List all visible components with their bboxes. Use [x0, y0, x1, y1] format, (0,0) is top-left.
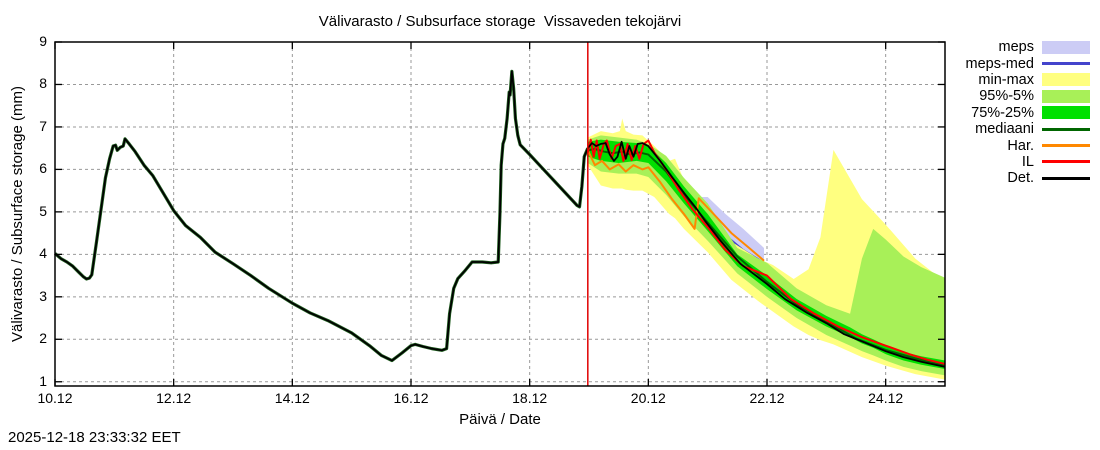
legend-label: min-max — [978, 71, 1034, 88]
chart-title: Välivarasto / Subsurface storage Vissave… — [318, 13, 682, 30]
y-tick-label-9: 9 — [39, 33, 47, 49]
legend-label: 75%-25% — [971, 104, 1034, 121]
legend-swatch-line — [1042, 62, 1090, 66]
x-tick-label-12.12: 12.12 — [156, 390, 192, 406]
legend-label: meps-med — [965, 55, 1035, 72]
x-tick-label-10.12: 10.12 — [37, 390, 73, 406]
legend-item-min-max: min-max — [966, 71, 1090, 88]
line-Har. — [586, 149, 765, 262]
y-tick-label-3: 3 — [39, 287, 47, 304]
y-tick-label-2: 2 — [39, 330, 47, 347]
x-axis-label: Päivä / Date — [459, 411, 541, 428]
legend: meps meps-med min-max 95%-5% 75%-25% mediaani… — [965, 39, 1090, 187]
legend-label: Det. — [1007, 170, 1034, 187]
legend-item-Har.: Har. — [966, 137, 1090, 154]
legend-swatch-band — [1042, 73, 1090, 87]
legend-item-mediaani: mediaani — [966, 121, 1090, 138]
y-tick-label-5: 5 — [39, 202, 47, 219]
line-Det. — [587, 140, 946, 368]
x-tick-label-14.12: 14.12 — [274, 390, 310, 406]
legend-item-IL: IL — [966, 153, 1090, 170]
x-tick-label-20.12: 20.12 — [630, 390, 666, 406]
x-tick-label-24.12: 24.12 — [868, 390, 904, 406]
legend-label: 95%-5% — [979, 88, 1034, 105]
legend-swatch-band — [1042, 106, 1090, 120]
y-tick-label-8: 8 — [39, 75, 47, 92]
y-tick-label-7: 7 — [39, 117, 47, 134]
y-tick-label-4: 4 — [39, 245, 47, 262]
plot-border — [54, 41, 946, 387]
legend-label: meps — [998, 39, 1034, 56]
legend-item-Det.: Det. — [966, 170, 1090, 187]
legend-label: Har. — [1007, 137, 1034, 154]
plot-timestamp: 2025-12-18 23:33:32 EET — [8, 429, 181, 446]
legend-item-meps-med: meps-med — [965, 55, 1090, 72]
x-tick-label-22.12: 22.12 — [749, 390, 785, 406]
legend-item-95%-5%: 95%-5% — [966, 88, 1090, 105]
legend-label: mediaani — [975, 121, 1034, 138]
y-tick-label-1: 1 — [39, 372, 47, 389]
legend-swatch-band — [1042, 89, 1090, 103]
band-95%-5% — [587, 135, 945, 376]
legend-swatch-line — [1042, 160, 1090, 164]
legend-label: IL — [1021, 153, 1034, 170]
line-history-observed — [54, 70, 589, 362]
x-tick-label-16.12: 16.12 — [393, 390, 429, 406]
y-tick-label-6: 6 — [39, 160, 47, 177]
x-tick-label-18.12: 18.12 — [512, 390, 548, 406]
legend-swatch-line — [1042, 144, 1090, 148]
legend-item-meps: meps — [966, 39, 1090, 56]
legend-swatch-line — [1042, 127, 1090, 131]
legend-swatch-line — [1042, 176, 1090, 180]
legend-item-75%-25%: 75%-25% — [966, 104, 1090, 121]
legend-swatch-band — [1042, 40, 1090, 54]
